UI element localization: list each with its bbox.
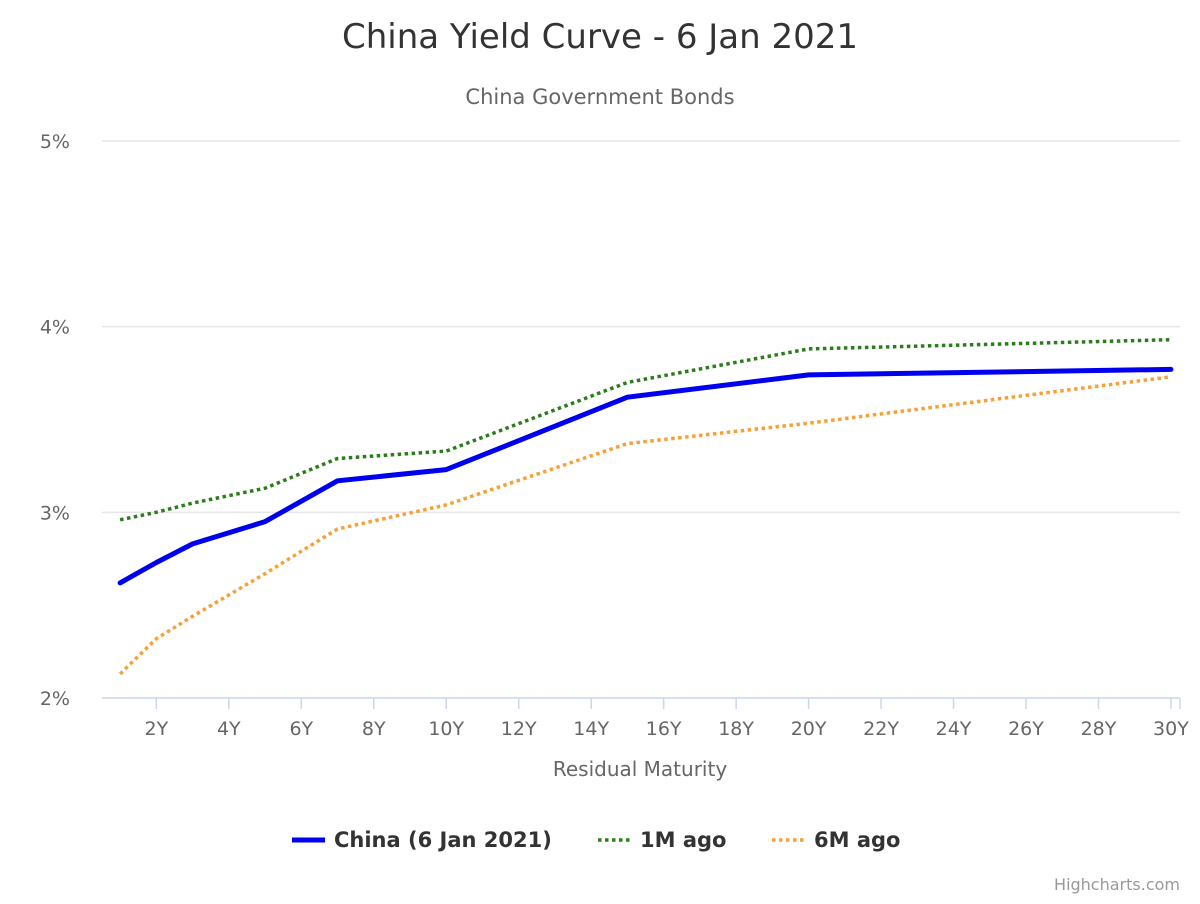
grid-lines bbox=[102, 140, 1180, 514]
legend-label: 1M ago bbox=[640, 828, 726, 852]
legend-item-2[interactable]: 6M ago bbox=[772, 828, 900, 852]
y-tick-label: 2% bbox=[40, 688, 70, 710]
x-tick-label: 24Y bbox=[936, 718, 972, 740]
series-line-2[interactable] bbox=[118, 375, 1172, 676]
axes: 2% 3% 4% 5% 2Y 4Y 6Y 8Y 10Y 12Y 14Y 16Y 18Y 20Y 22Y 24Y… bbox=[40, 131, 1189, 740]
x-tick-label: 8Y bbox=[362, 718, 386, 740]
x-tick-label: 12Y bbox=[501, 718, 537, 740]
y-tick-label: 3% bbox=[40, 502, 70, 524]
legend[interactable]: China (6 Jan 2021) 1M ago 6M ago bbox=[292, 828, 900, 852]
legend-label: 6M ago bbox=[814, 828, 900, 852]
x-axis-title: Residual Maturity bbox=[553, 757, 727, 781]
y-tick-label: 5% bbox=[40, 131, 70, 153]
chart-subtitle: China Government Bonds bbox=[465, 85, 734, 109]
series-lines bbox=[117, 337, 1174, 676]
y-tick-label: 4% bbox=[40, 317, 70, 339]
x-tick-label: 26Y bbox=[1008, 718, 1044, 740]
x-tick-label: 14Y bbox=[573, 718, 609, 740]
legend-item-1[interactable]: 1M ago bbox=[598, 828, 726, 852]
x-tick-label: 28Y bbox=[1081, 718, 1117, 740]
legend-label: China (6 Jan 2021) bbox=[334, 828, 552, 852]
series-line-1[interactable] bbox=[119, 337, 1171, 522]
x-tick-label: 22Y bbox=[863, 718, 899, 740]
x-tick-label: 2Y bbox=[145, 718, 169, 740]
x-tick-label: 4Y bbox=[217, 718, 241, 740]
x-tick-label: 30Y bbox=[1153, 718, 1189, 740]
chart-title: China Yield Curve - 6 Jan 2021 bbox=[342, 17, 858, 57]
x-tick-label: 16Y bbox=[646, 718, 682, 740]
x-tick-label: 6Y bbox=[289, 718, 313, 740]
credits-link[interactable]: Highcharts.com bbox=[1054, 875, 1180, 894]
x-tick-label: 20Y bbox=[791, 718, 827, 740]
x-tick-label: 10Y bbox=[428, 718, 464, 740]
legend-item-0[interactable]: China (6 Jan 2021) bbox=[292, 828, 552, 852]
x-tick-label: 18Y bbox=[718, 718, 754, 740]
series-line-0[interactable] bbox=[117, 366, 1174, 586]
